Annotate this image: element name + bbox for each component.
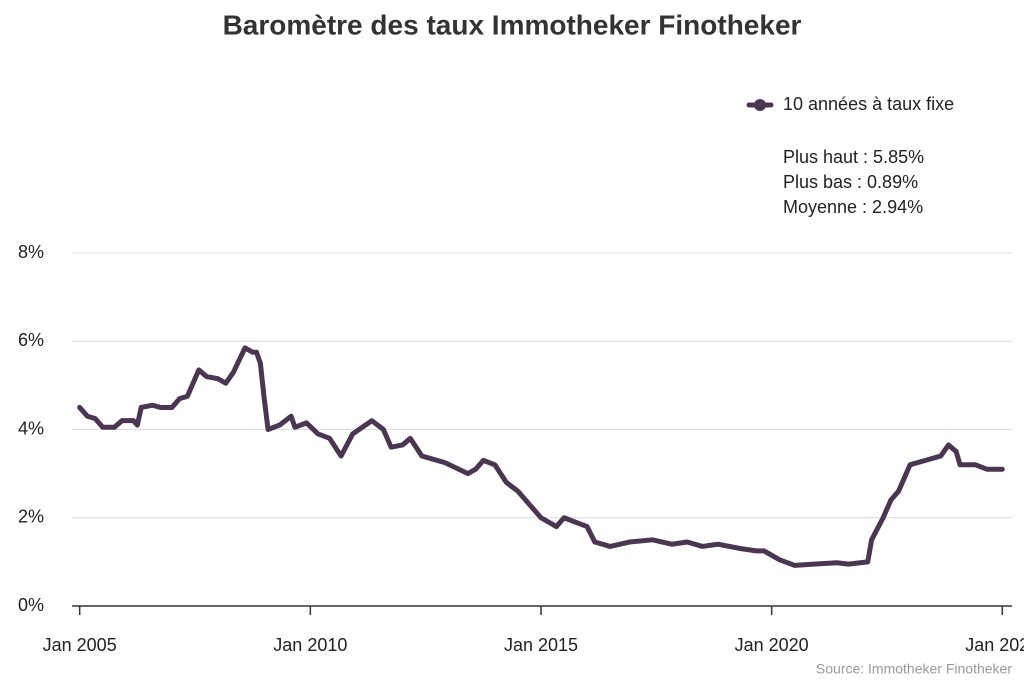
- y-tick-label: 2%: [18, 507, 44, 527]
- legend-label: 10 années à taux fixe: [783, 94, 954, 114]
- x-tick-label: Jan 2025: [965, 635, 1024, 655]
- annotation: Plus haut : 5.85%: [783, 147, 924, 167]
- data-line: [77, 345, 1005, 568]
- y-tick-label: 6%: [18, 330, 44, 350]
- legend-marker: [754, 99, 766, 111]
- y-tick-label: 4%: [18, 418, 44, 438]
- annotation: Moyenne : 2.94%: [783, 197, 923, 217]
- x-tick-label: Jan 2015: [504, 635, 578, 655]
- x-tick-label: Jan 2010: [273, 635, 347, 655]
- annotation: Plus bas : 0.89%: [783, 172, 918, 192]
- y-tick-label: 8%: [18, 242, 44, 262]
- y-tick-label: 0%: [18, 595, 44, 615]
- x-tick-label: Jan 2005: [43, 635, 117, 655]
- x-tick-label: Jan 2020: [735, 635, 809, 655]
- source: Source: Immotheker Finotheker: [816, 661, 1012, 677]
- chart-title: Baromètre des taux Immotheker Finotheker: [223, 9, 802, 40]
